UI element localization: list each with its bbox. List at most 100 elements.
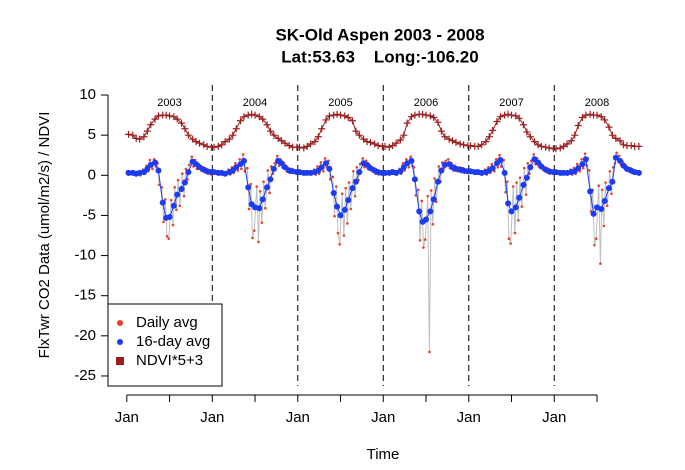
legend-label: NDVI*5+3	[136, 352, 203, 369]
daily-point	[409, 155, 412, 159]
daily-point	[511, 185, 515, 188]
ndvi-point	[325, 112, 333, 120]
ndvi-point	[192, 138, 200, 146]
x-tick-label: Jan	[200, 409, 224, 426]
daily-point	[184, 167, 188, 171]
daily-point	[346, 222, 349, 225]
daily-point	[412, 165, 416, 169]
daily-point	[602, 224, 606, 228]
ndvi-point	[147, 121, 155, 129]
ndvi-point	[281, 139, 289, 147]
ndvi-point	[478, 141, 486, 149]
avg-point	[434, 178, 441, 185]
year-label: 2008	[585, 97, 609, 109]
daily-point	[263, 206, 267, 210]
avg-point	[381, 169, 388, 176]
ndvi-point	[422, 111, 430, 119]
ndvi-point	[166, 112, 174, 120]
daily-point	[316, 165, 319, 168]
ndvi-point	[534, 141, 542, 149]
ndvi-point	[225, 135, 233, 143]
avg-point	[601, 197, 608, 204]
ndvi-point	[552, 145, 560, 153]
daily-point	[344, 186, 347, 190]
daily-point	[262, 180, 265, 184]
chart-subtitle: Lat:53.63 Long:-106.20	[281, 47, 478, 66]
ndvi-point	[218, 141, 226, 149]
daily-point	[593, 243, 596, 247]
daily-point	[241, 153, 245, 156]
avg-point	[400, 164, 407, 171]
daily-point	[187, 163, 191, 167]
daily-point	[407, 165, 411, 169]
y-tick-label: 10	[79, 86, 96, 103]
ndvi-point	[237, 117, 245, 125]
daily-point	[515, 181, 518, 184]
ndvi-point	[140, 133, 148, 141]
daily-point	[518, 176, 522, 180]
avg-point	[270, 165, 277, 172]
avg-point	[617, 157, 624, 164]
avg-point	[609, 178, 616, 185]
daily-point	[597, 184, 601, 188]
daily-point	[605, 204, 609, 208]
daily-point	[494, 157, 498, 161]
daily-point	[151, 167, 154, 171]
ndvi-point	[452, 138, 460, 146]
ndvi-point	[504, 110, 512, 118]
daily-point	[431, 222, 435, 226]
avg-point	[330, 189, 337, 196]
daily-point	[615, 151, 618, 155]
avg-point	[430, 196, 437, 203]
daily-point	[355, 165, 359, 169]
avg-point	[174, 191, 181, 198]
daily-point	[583, 152, 587, 155]
ndvi-point	[419, 110, 427, 118]
ndvi-point	[366, 138, 374, 146]
ndvi-point	[526, 133, 534, 141]
daily-point	[178, 204, 182, 208]
avg-point	[178, 185, 185, 192]
daily-point	[252, 229, 256, 232]
ndvi-point	[266, 127, 274, 135]
ndvi-point	[178, 119, 186, 127]
daily-point	[507, 237, 511, 241]
x-tick-label: Jan	[457, 409, 481, 426]
ndvi-point	[125, 130, 133, 138]
avg-point	[598, 206, 605, 213]
daily-point	[426, 194, 430, 198]
avg-point	[278, 160, 285, 167]
daily-point	[428, 350, 431, 354]
avg-point	[523, 174, 530, 181]
daily-point	[247, 207, 251, 211]
ndvi-point	[337, 111, 345, 119]
avg-point	[170, 202, 177, 209]
ndvi-point	[181, 125, 189, 133]
daily-point	[600, 188, 604, 192]
daily-point	[446, 157, 450, 161]
ndvi-point	[210, 143, 218, 151]
daily-point	[169, 198, 173, 202]
daily-point	[582, 166, 585, 170]
ndvi-point	[251, 111, 259, 119]
ndvi-point	[508, 111, 516, 119]
daily-point	[422, 246, 425, 249]
ndvi-point	[430, 114, 438, 122]
daily-point	[437, 165, 441, 168]
ndvi-point	[449, 137, 457, 145]
ndvi-point	[341, 112, 349, 120]
ndvi-point	[200, 141, 208, 149]
ndvi-point	[184, 131, 192, 139]
avg-point	[281, 164, 288, 171]
ndvi-point	[482, 138, 490, 146]
daily-point	[429, 189, 433, 192]
y-axis-label: FlxTwr CO2 Data (umol/m2/s) / NDVI	[36, 112, 53, 359]
avg-point	[125, 169, 132, 176]
legend-label: 16-day avg	[136, 333, 210, 350]
avg-point	[497, 157, 504, 164]
daily-point	[258, 190, 262, 193]
avg-point	[605, 185, 612, 192]
ndvi-point	[396, 136, 404, 144]
avg-point	[233, 164, 240, 171]
avg-point	[144, 165, 151, 172]
